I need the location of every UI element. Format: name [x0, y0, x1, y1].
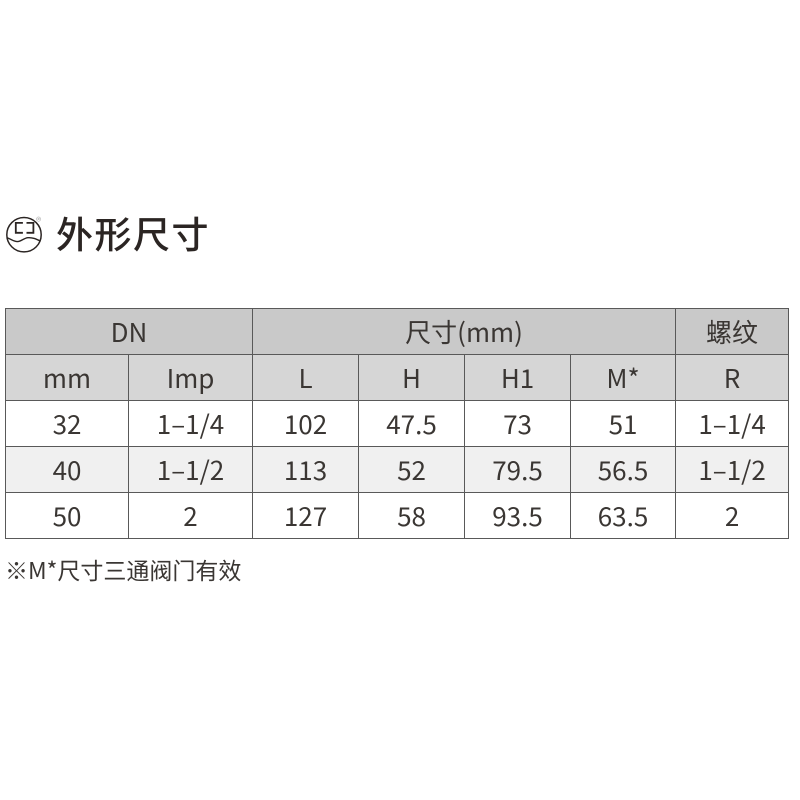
svg-text:R: R — [38, 217, 40, 221]
